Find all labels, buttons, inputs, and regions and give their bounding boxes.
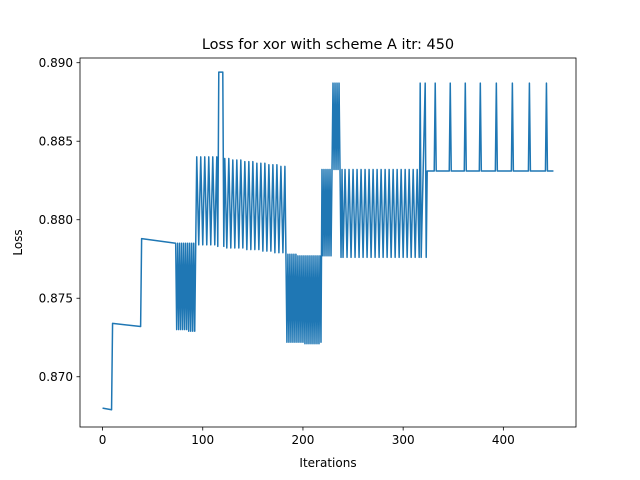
y-tick-label: 0.885 [39,134,73,148]
y-tick-label: 0.870 [39,370,73,384]
series-layer [102,71,554,411]
chart-title: Loss for xor with scheme A itr: 450 [202,37,454,53]
plot-area: 0 100 200 300 400 0.870 0.875 0.880 0.885 0.890 [39,56,577,447]
y-tick-label: 0.880 [39,213,73,227]
x-tick-label: 200 [291,433,314,447]
x-tick-label: 300 [392,433,415,447]
x-tick-label: 400 [492,433,515,447]
x-axis-label: Iterations [299,456,356,470]
ticks-layer: 0 100 200 300 400 0.870 0.875 0.880 0.885 0.890 [39,56,515,447]
x-tick-label: 100 [191,433,214,447]
y-axis-label: Loss [11,229,25,255]
series-line-0 [102,71,554,411]
y-tick-label: 0.890 [39,56,73,70]
y-tick-label: 0.875 [39,291,73,305]
x-tick-label: 0 [99,433,107,447]
axes-frame [79,57,577,428]
